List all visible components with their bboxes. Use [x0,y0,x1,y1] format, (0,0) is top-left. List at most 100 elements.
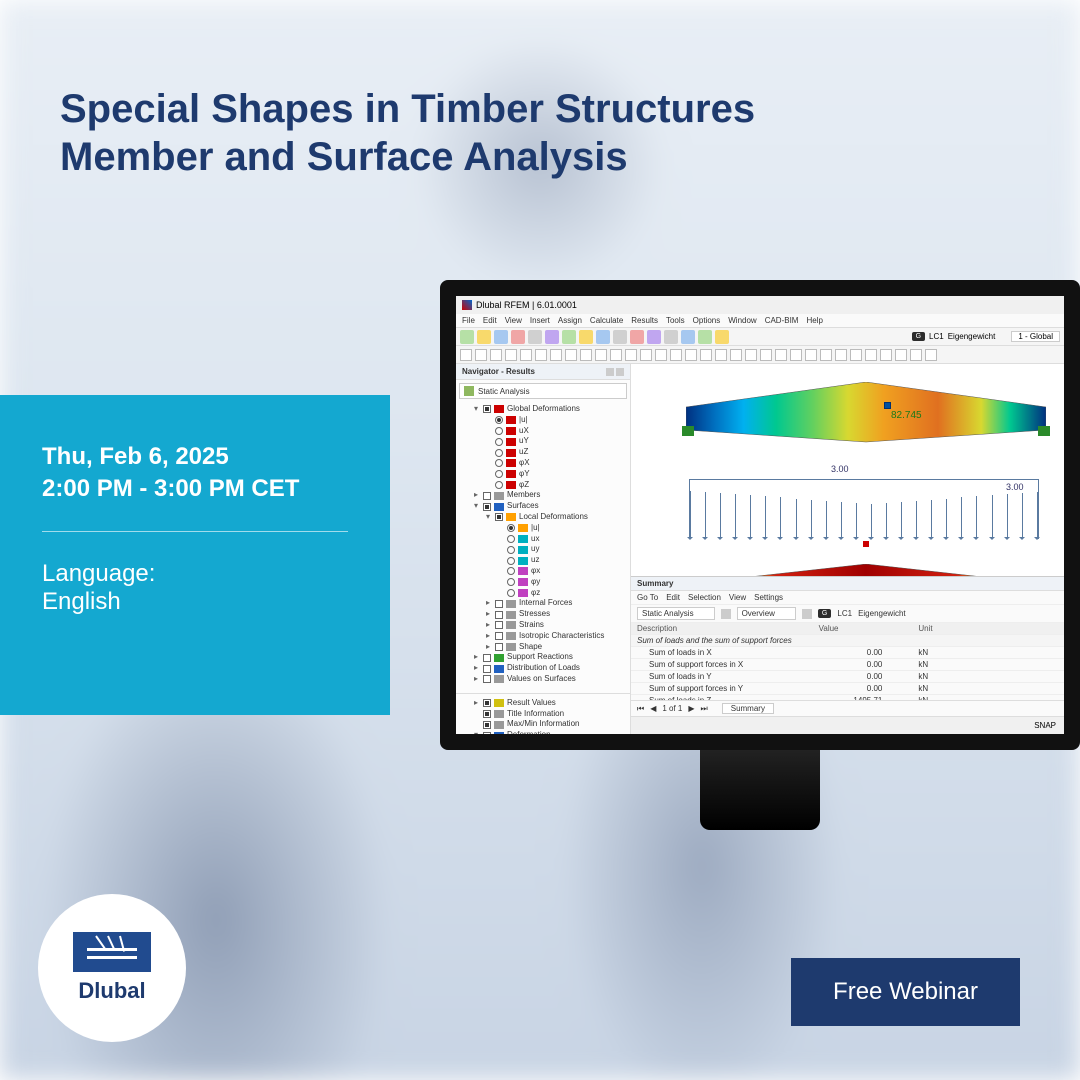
tree-item[interactable]: ▸Strains [484,620,626,631]
graphics-view[interactable]: 82.745 3.00 3.00 [631,364,1064,734]
toolbar2-btn[interactable] [760,349,772,361]
toolbar2-btn[interactable] [505,349,517,361]
tree-item[interactable]: ▸Isotropic Characteristics [484,631,626,642]
toolbar2-btn[interactable] [805,349,817,361]
pager-first-icon[interactable]: ⏮ [637,704,644,714]
summary-menu[interactable]: Go To Edit Selection View Settings [631,591,1064,605]
menu-tools[interactable]: Tools [666,316,685,325]
toolbar2-btn[interactable] [850,349,862,361]
toolbar2-btn[interactable] [670,349,682,361]
toolbar2-btn[interactable] [460,349,472,361]
menu-options[interactable]: Options [693,316,721,325]
toolbar-btn[interactable] [477,330,491,344]
toolbar2-btn[interactable] [820,349,832,361]
summary-menu-item[interactable]: Settings [754,593,783,602]
global-combo[interactable]: 1 - Global [1011,331,1060,342]
toolbar2-btn[interactable] [655,349,667,361]
toolbar-btn[interactable] [511,330,525,344]
toolbar2-btn[interactable] [700,349,712,361]
toolbar2-btn[interactable] [490,349,502,361]
menu-view[interactable]: View [505,316,522,325]
tree-item[interactable]: φz [496,588,626,599]
toolbar-btn[interactable] [596,330,610,344]
toolbar2-btn[interactable] [910,349,922,361]
filter-icon[interactable] [802,609,812,619]
summary-menu-item[interactable]: View [729,593,746,602]
navigator-tree-lower[interactable]: ▸Result Values Title Information Max/Min… [456,693,630,750]
toolbar-btn[interactable] [664,330,678,344]
tree-item[interactable]: uz [496,555,626,566]
toolbar2-btn[interactable] [640,349,652,361]
tree-item[interactable]: φy [496,577,626,588]
toolbar2-btn[interactable] [565,349,577,361]
pager-prev-icon[interactable]: ◀ [650,704,656,713]
tree-item[interactable]: φY [484,469,626,480]
tree-item[interactable]: ux [496,534,626,545]
toolbar-btn[interactable] [681,330,695,344]
summary-menu-item[interactable]: Edit [666,593,680,602]
toolbar2-btn[interactable] [790,349,802,361]
toolbar-secondary[interactable] [456,346,1064,364]
toolbar2-btn[interactable] [715,349,727,361]
menu-file[interactable]: File [462,316,475,325]
tree-item[interactable]: ▸Shape [484,642,626,653]
toolbar2-btn[interactable] [745,349,757,361]
toolbar-btn[interactable] [698,330,712,344]
summary-combo-analysis[interactable]: Static Analysis [637,607,715,620]
menu-assign[interactable]: Assign [558,316,582,325]
tree-item[interactable]: uX [484,426,626,437]
toolbar-main[interactable]: G LC1 Eigengewicht 1 - Global [456,328,1064,346]
toolbar2-btn[interactable] [835,349,847,361]
tree-item[interactable]: φZ [484,480,626,491]
toolbar-btn[interactable] [460,330,474,344]
menubar[interactable]: FileEditViewInsertAssignCalculateResults… [456,314,1064,328]
pager-tab[interactable]: Summary [722,703,774,714]
summary-combo-overview[interactable]: Overview [737,607,796,620]
toolbar-btn[interactable] [528,330,542,344]
toolbar-btn[interactable] [494,330,508,344]
toolbar-btn[interactable] [562,330,576,344]
pager-next-icon[interactable]: ▶ [688,704,694,713]
toolbar2-btn[interactable] [925,349,937,361]
tree-item[interactable]: φx [496,566,626,577]
navigator-header-icons[interactable] [606,368,624,376]
menu-window[interactable]: Window [728,316,756,325]
filter-icon[interactable] [721,609,731,619]
toolbar2-btn[interactable] [865,349,877,361]
toolbar2-btn[interactable] [595,349,607,361]
toolbar-btn[interactable] [647,330,661,344]
lc-chip[interactable]: G [912,332,925,341]
menu-insert[interactable]: Insert [530,316,550,325]
toolbar-btn[interactable] [630,330,644,344]
toolbar2-btn[interactable] [730,349,742,361]
toolbar2-btn[interactable] [895,349,907,361]
toolbar2-btn[interactable] [520,349,532,361]
menu-cad-bim[interactable]: CAD-BIM [765,316,799,325]
toolbar-btn[interactable] [545,330,559,344]
tree-item[interactable]: |u| [484,415,626,426]
toolbar-btn[interactable] [715,330,729,344]
summary-menu-item[interactable]: Go To [637,593,658,602]
tree-item[interactable]: Members [484,741,626,750]
tree-item[interactable]: ▸Stresses [484,609,626,620]
tree-item[interactable]: uy [496,544,626,555]
navigator-tree-upper[interactable]: ▾Global Deformations |u| uX uY uZ φX φY … [456,402,630,689]
toolbar2-btn[interactable] [685,349,697,361]
tree-item[interactable]: uZ [484,447,626,458]
toolbar2-btn[interactable] [580,349,592,361]
summary-menu-item[interactable]: Selection [688,593,721,602]
toolbar2-btn[interactable] [550,349,562,361]
summary-controls[interactable]: Static Analysis Overview G LC1 Eigengewi… [631,605,1064,623]
navigator-combo[interactable]: Static Analysis [459,383,627,399]
toolbar-btn[interactable] [579,330,593,344]
toolbar2-btn[interactable] [775,349,787,361]
menu-results[interactable]: Results [631,316,658,325]
tree-item[interactable]: φX [484,458,626,469]
pager-last-icon[interactable]: ⏭ [701,704,708,714]
toolbar2-btn[interactable] [880,349,892,361]
menu-help[interactable]: Help [806,316,822,325]
toolbar2-btn[interactable] [475,349,487,361]
toolbar-btn[interactable] [613,330,627,344]
toolbar2-btn[interactable] [625,349,637,361]
tree-item[interactable]: ▸Internal Forces [484,598,626,609]
